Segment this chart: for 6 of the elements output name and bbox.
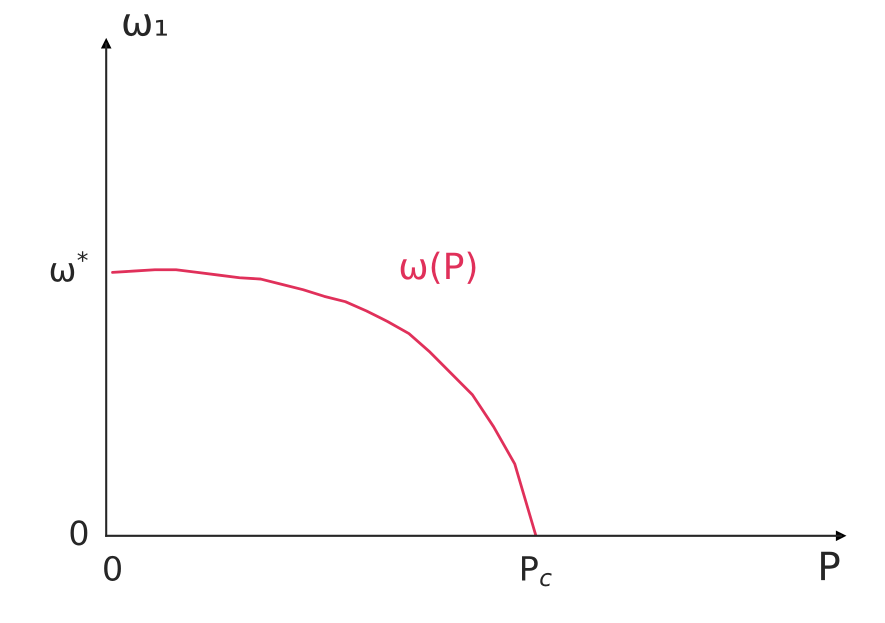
text: 0 <box>70 520 88 546</box>
text: P <box>821 552 840 580</box>
text: ω$^{*}$ <box>50 251 88 282</box>
text: ω₁ <box>123 14 167 36</box>
series-label: ω(P) <box>400 252 476 284</box>
x-tick-label: P$_{c}$ <box>522 556 552 586</box>
